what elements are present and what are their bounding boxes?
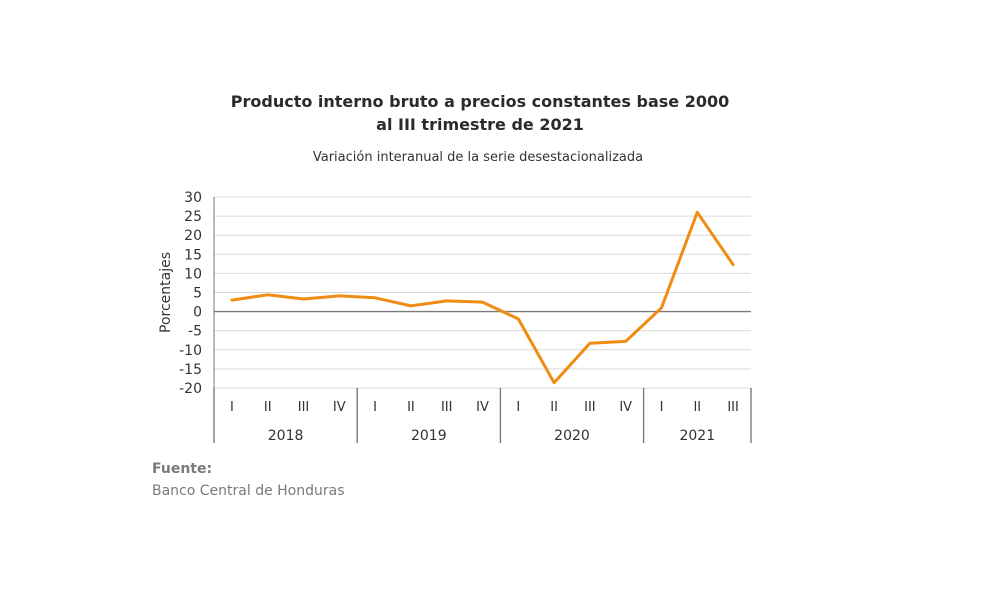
x-tick-label: IV	[476, 400, 489, 415]
x-group-label: 2018	[268, 428, 304, 444]
x-group-label: 2019	[411, 428, 447, 444]
x-tick-label: I	[373, 400, 377, 415]
chart-subtitle: Variación interanual de la serie desesta…	[312, 150, 644, 165]
x-tick-label: IV	[333, 400, 346, 415]
chart-title-line1: Producto interno bruto a precios constan…	[230, 92, 730, 111]
y-tick-label: 20	[184, 228, 202, 244]
x-tick-label: II	[407, 400, 415, 415]
source-note: Fuente: Banco Central de Honduras	[152, 458, 345, 502]
y-tick-label: 15	[184, 247, 202, 263]
x-tick-label: III	[727, 400, 739, 415]
x-tick-label: II	[264, 400, 272, 415]
y-tick-label: -5	[188, 324, 202, 340]
y-axis-title: Porcentajes	[158, 252, 174, 333]
y-tick-label: 10	[184, 266, 202, 282]
x-tick-label: II	[693, 400, 701, 415]
x-tick-label: II	[550, 400, 558, 415]
x-tick-label: III	[441, 400, 453, 415]
y-tick-label: 5	[193, 286, 202, 302]
x-tick-label: I	[516, 400, 520, 415]
x-group-label: 2021	[679, 428, 715, 444]
series-layer	[230, 210, 735, 385]
x-tick-label: III	[298, 400, 310, 415]
y-tick-label: 0	[193, 305, 202, 321]
y-tick-label: -20	[179, 381, 202, 397]
x-group-label: 2020	[554, 428, 590, 444]
x-tick-label: IV	[619, 400, 632, 415]
y-tick-label: -10	[179, 343, 202, 359]
grid-layer	[214, 196, 751, 389]
x-tick-label: I	[660, 400, 664, 415]
x-tick-label: I	[230, 400, 234, 415]
y-tick-label: 25	[184, 209, 202, 225]
axis-layer	[213, 197, 752, 443]
source-text: Banco Central de Honduras	[152, 483, 345, 499]
chart-title: Producto interno bruto a precios constan…	[0, 90, 960, 136]
y-tick-label: -15	[179, 362, 202, 378]
x-tick-label: III	[584, 400, 596, 415]
chart-title-line2: al III trimestre de 2021	[376, 115, 584, 134]
source-label: Fuente:	[152, 461, 213, 477]
series-line	[230, 210, 735, 385]
y-tick-label: 30	[184, 190, 202, 206]
